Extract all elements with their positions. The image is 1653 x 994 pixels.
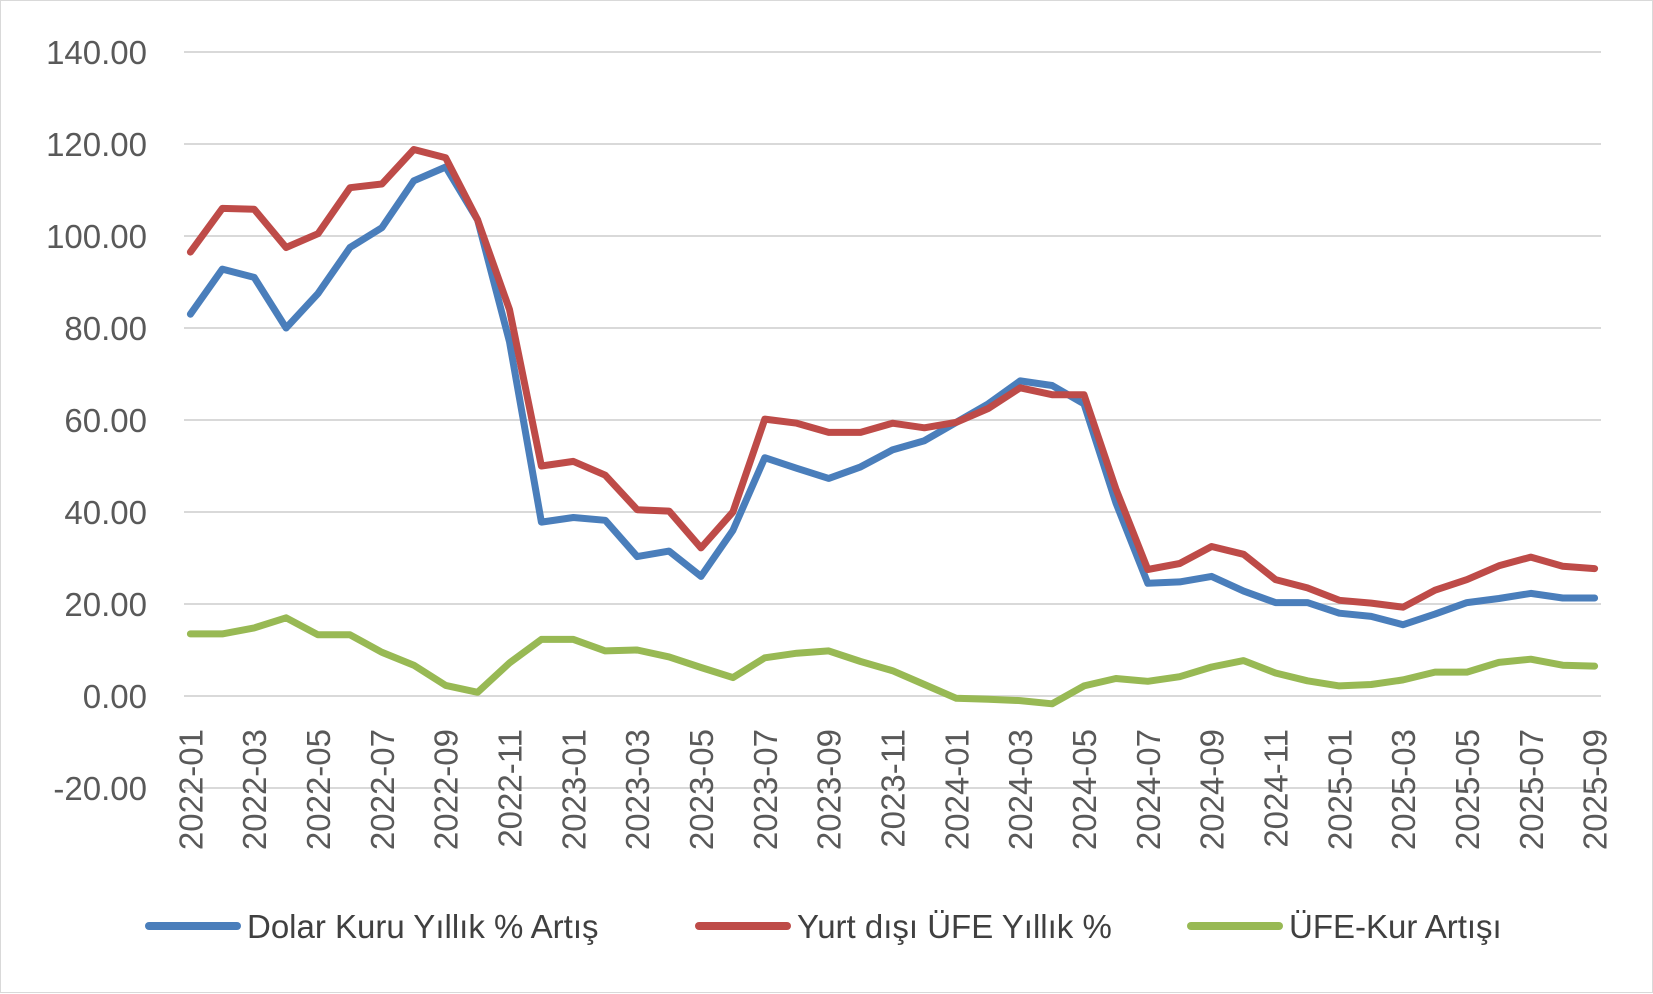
x-axis-ticks: 2022-01 2022-03 2022-05 2022-07 2022-09 2022-… bbox=[172, 729, 1613, 850]
legend-label: ÜFE-Kur Artışı bbox=[1289, 908, 1502, 945]
x-tick-label: 2024-11 bbox=[1257, 729, 1294, 848]
x-tick-label: 2025-03 bbox=[1385, 729, 1422, 850]
x-tick-label: 2025-01 bbox=[1321, 729, 1358, 850]
x-tick-label: 2024-09 bbox=[1194, 729, 1231, 850]
legend: Dolar Kuru Yıllık % Artış Yurt dışı ÜFE Y… bbox=[145, 908, 1502, 945]
series-line-1 bbox=[186, 163, 1599, 629]
x-tick-label: 2024-05 bbox=[1066, 729, 1103, 850]
legend-label: Dolar Kuru Yıllık % Artış bbox=[247, 908, 599, 945]
x-tick-label: 2023-11 bbox=[875, 729, 912, 848]
y-tick-label: 0.00 bbox=[83, 678, 147, 715]
legend-label: Yurt dışı ÜFE Yıllık % bbox=[797, 908, 1112, 945]
x-tick-label: 2025-07 bbox=[1513, 729, 1550, 850]
x-tick-label: 2025-09 bbox=[1577, 729, 1614, 850]
y-tick-label: 140.00 bbox=[46, 34, 147, 71]
x-tick-label: 2024-03 bbox=[1002, 729, 1039, 850]
y-tick-label: 80.00 bbox=[64, 310, 147, 347]
x-tick-label: 2023-05 bbox=[683, 729, 720, 850]
x-tick-label: 2022-01 bbox=[172, 729, 209, 850]
y-tick-label: 40.00 bbox=[64, 494, 147, 531]
series-line-2 bbox=[186, 146, 1599, 611]
x-tick-label: 2024-07 bbox=[1130, 729, 1167, 850]
series-lines bbox=[186, 146, 1599, 708]
series-line-3 bbox=[186, 614, 1599, 708]
x-tick-label: 2022-09 bbox=[428, 729, 465, 850]
x-tick-label: 2023-09 bbox=[811, 729, 848, 850]
x-tick-label: 2023-07 bbox=[747, 729, 784, 850]
y-axis-ticks: 140.00 120.00 100.00 80.00 60.00 40.00 20.00 0.… bbox=[46, 34, 147, 807]
y-tick-label: 60.00 bbox=[64, 402, 147, 439]
y-tick-label: 100.00 bbox=[46, 218, 147, 255]
x-tick-label: 2025-05 bbox=[1449, 729, 1486, 850]
x-tick-label: 2022-03 bbox=[236, 729, 273, 850]
x-tick-label: 2024-01 bbox=[938, 729, 975, 850]
x-tick-label: 2022-07 bbox=[364, 729, 401, 850]
x-tick-label: 2022-11 bbox=[492, 729, 529, 848]
x-tick-label: 2023-01 bbox=[555, 729, 592, 850]
x-tick-label: 2022-05 bbox=[300, 729, 337, 850]
y-tick-label: -20.00 bbox=[53, 770, 147, 807]
y-tick-label: 120.00 bbox=[46, 126, 147, 163]
x-tick-label: 2023-03 bbox=[619, 729, 656, 850]
y-tick-label: 20.00 bbox=[64, 586, 147, 623]
